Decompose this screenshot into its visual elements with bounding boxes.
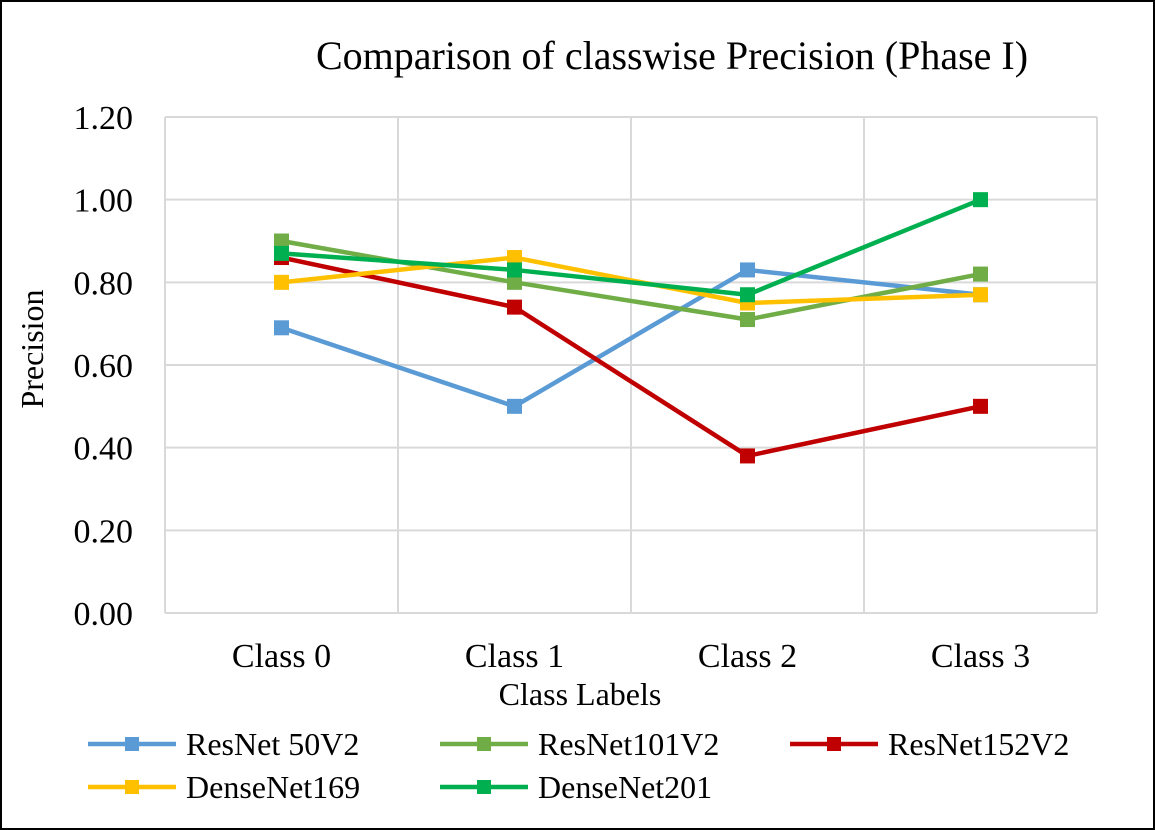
legend-label: ResNet 50V2 bbox=[186, 726, 359, 762]
series-resnet-50v2 bbox=[274, 262, 988, 414]
data-point bbox=[740, 448, 755, 464]
x-tick-label: Class 3 bbox=[931, 638, 1030, 675]
series-densenet201 bbox=[274, 192, 988, 303]
legend-marker bbox=[125, 780, 139, 794]
series-line bbox=[281, 197, 982, 297]
data-point bbox=[740, 287, 755, 303]
series-group bbox=[274, 192, 988, 464]
y-axis-ticks: 0.00 0.20 0.40 0.60 0.80 1.00 1.20 bbox=[74, 100, 134, 633]
data-point bbox=[973, 266, 988, 282]
y-tick-label: 0.40 bbox=[74, 431, 134, 468]
series-line bbox=[280, 267, 981, 409]
data-point bbox=[507, 274, 522, 290]
legend-item: DenseNet169 bbox=[88, 769, 360, 805]
data-point bbox=[740, 262, 755, 278]
legend-marker bbox=[827, 737, 841, 751]
x-tick-label: Class 0 bbox=[232, 638, 331, 675]
legend-item: ResNet101V2 bbox=[440, 726, 719, 762]
y-tick-label: 1.20 bbox=[74, 100, 134, 137]
legend-marker bbox=[477, 780, 491, 794]
y-tick-label: 0.20 bbox=[74, 513, 134, 550]
data-point bbox=[507, 262, 522, 278]
data-point bbox=[973, 287, 988, 303]
gridlines bbox=[164, 116, 1098, 614]
y-tick-label: 0.00 bbox=[74, 596, 134, 633]
data-point bbox=[973, 398, 988, 414]
y-axis-label: Precision bbox=[14, 289, 50, 408]
legend-marker bbox=[125, 737, 139, 751]
chart-title: Comparison of classwise Precision (Phase… bbox=[316, 33, 1028, 78]
series-line bbox=[281, 255, 981, 459]
legend: ResNet 50V2 ResNet101V2 ResNet152V2 DenseNe… bbox=[88, 726, 1069, 805]
data-point bbox=[507, 299, 522, 315]
legend-item: DenseNet201 bbox=[440, 769, 712, 805]
legend-label: DenseNet169 bbox=[186, 769, 360, 805]
y-tick-label: 0.60 bbox=[74, 348, 134, 385]
x-axis-ticks: Class 0 Class 1 Class 2 Class 3 bbox=[232, 638, 1030, 675]
data-point bbox=[507, 398, 522, 414]
y-tick-label: 1.00 bbox=[74, 183, 134, 220]
data-point bbox=[274, 274, 289, 290]
data-point bbox=[274, 245, 289, 261]
data-point bbox=[274, 320, 289, 336]
legend-label: DenseNet201 bbox=[538, 769, 712, 805]
legend-item: ResNet 50V2 bbox=[88, 726, 359, 762]
series-resnet152v2 bbox=[274, 250, 988, 464]
legend-marker bbox=[477, 737, 491, 751]
legend-item: ResNet152V2 bbox=[790, 726, 1069, 762]
legend-label: ResNet101V2 bbox=[538, 726, 719, 762]
data-point bbox=[973, 192, 988, 208]
x-tick-label: Class 1 bbox=[465, 638, 564, 675]
x-tick-label: Class 2 bbox=[698, 638, 797, 675]
legend-label: ResNet152V2 bbox=[888, 726, 1069, 762]
data-point bbox=[740, 312, 755, 328]
y-tick-label: 0.80 bbox=[74, 265, 134, 302]
x-axis-label: Class Labels bbox=[499, 676, 662, 712]
